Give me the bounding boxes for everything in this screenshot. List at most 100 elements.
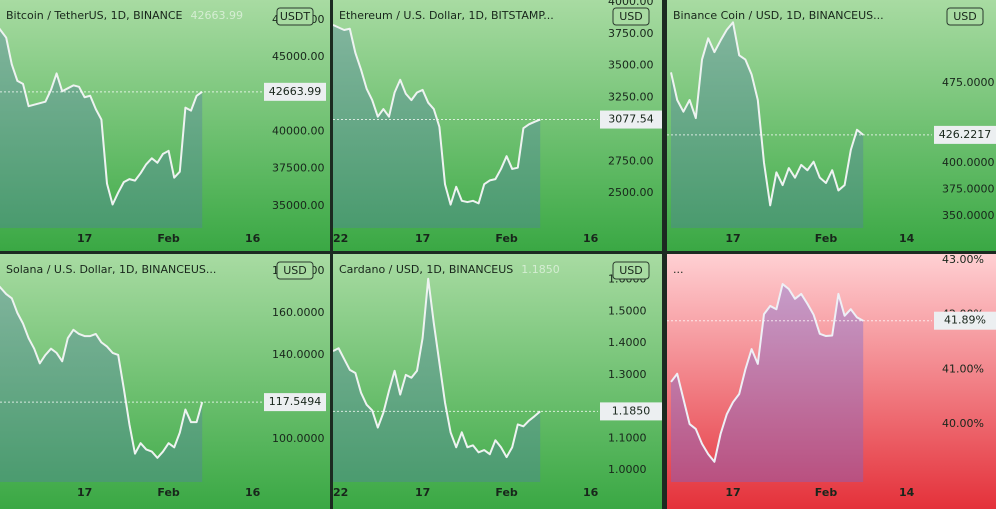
y-tick-label: 100.0000 (272, 432, 325, 445)
currency-label: USD (283, 264, 307, 277)
last-price-label: 1.1850 (612, 404, 651, 417)
area-fill (333, 278, 541, 482)
y-tick-label: 1.0000 (608, 463, 647, 476)
y-tick-label: 4000.00 (608, 0, 654, 8)
y-tick-label: 35000.00 (272, 199, 325, 212)
last-price-box (600, 402, 662, 421)
x-tick-label: 16 (583, 486, 599, 499)
x-tick-label: 14 (899, 232, 915, 245)
price-line (670, 283, 864, 463)
x-tick-label: 17 (725, 232, 740, 245)
y-tick-label: 375.0000 (942, 182, 995, 195)
y-tick-label: 40.00% (942, 417, 984, 430)
area-fill (671, 22, 864, 228)
panel-background (0, 254, 330, 509)
x-tick-label: Feb (815, 232, 838, 245)
panel-background (333, 254, 662, 509)
x-tick-label: 17 (415, 486, 430, 499)
y-tick-label: 475.0000 (942, 76, 995, 89)
y-tick-label: 43.00% (942, 253, 984, 266)
panel-background (667, 254, 996, 509)
price-line (0, 27, 203, 206)
panel-background (0, 0, 330, 251)
currency-label: USD (619, 264, 643, 277)
price-line (333, 277, 541, 459)
last-price-label: 42663.99 (269, 85, 322, 98)
y-tick-label: 1.1000 (608, 431, 647, 444)
area-fill (333, 24, 541, 228)
y-tick-label: 3750.00 (608, 27, 654, 40)
currency-box (612, 7, 650, 26)
chart-panel: 43.00%42.00%41.00%40.00%41.89%17Feb14... (667, 253, 996, 509)
y-tick-label: 45000.00 (272, 50, 325, 63)
x-tick-label: 17 (415, 232, 430, 245)
price-line (333, 24, 541, 206)
currency-label: USD (619, 10, 643, 23)
chart-title: ... (673, 263, 684, 276)
chart-title: Ethereum / U.S. Dollar, 1D, BITSTAMP... (339, 9, 554, 22)
x-tick-label: 17 (77, 232, 92, 245)
y-tick-label: 1.3000 (608, 368, 647, 381)
legend-value: 42663.99 (191, 9, 244, 22)
y-tick-label: 41.00% (942, 362, 984, 375)
x-tick-label: 2022 (318, 232, 349, 245)
currency-label: USDT (280, 10, 311, 23)
currency-box (612, 261, 650, 280)
chart-panel: 47500.0045000.0040000.0037500.0035000.00… (0, 0, 330, 251)
currency-label: USD (953, 10, 977, 23)
y-tick-label: 2750.00 (608, 154, 654, 167)
chart-title: Bitcoin / TetherUS, 1D, BINANCE (6, 9, 183, 22)
x-tick-label: 16 (245, 232, 261, 245)
chart-panel: 180.0000160.0000140.0000100.0000117.5494… (0, 254, 330, 509)
chart-panel: 475.0000 400.0000 375.0000 350.0000 426.2217… (667, 0, 996, 251)
chart-title: Solana / U.S. Dollar, 1D, BINANCEUS... (6, 263, 216, 276)
currency-box (946, 7, 984, 26)
y-tick-label: 40000.00 (272, 124, 325, 137)
area-fill (671, 284, 864, 482)
legend-value: 1.1850 (521, 263, 560, 276)
y-tick-label: 1.4000 (608, 336, 647, 349)
area-fill (0, 287, 203, 482)
x-tick-label: Feb (815, 486, 838, 499)
panel-background (667, 0, 996, 251)
currency-box (276, 7, 314, 26)
x-tick-label: Feb (495, 486, 518, 499)
y-tick-label: 37500.00 (272, 162, 325, 175)
y-tick-label: 350.0000 (942, 209, 995, 222)
last-price-box (600, 110, 662, 129)
chart-title: Cardano / USD, 1D, BINANCEUS (339, 263, 513, 276)
x-tick-label: 17 (725, 486, 740, 499)
y-tick-label: 400.0000 (942, 156, 995, 169)
last-price-label: 117.5494 (269, 395, 322, 408)
last-price-label: 41.89% (944, 314, 986, 327)
last-price-label: 3077.54 (608, 113, 654, 126)
chart-panel: 4000.00 3750.00 3500.00 3250.00 2750.00 2500.… (318, 0, 662, 251)
x-tick-label: 14 (899, 486, 915, 499)
x-tick-label: Feb (157, 486, 180, 499)
x-tick-label: Feb (495, 232, 518, 245)
y-tick-label: 3500.00 (608, 59, 654, 72)
y-tick-label: 160.0000 (272, 306, 325, 319)
currency-box (276, 261, 314, 280)
chart-title: Binance Coin / USD, 1D, BINANCEUS... (673, 9, 884, 22)
x-tick-label: Feb (157, 232, 180, 245)
y-tick-label: 2500.00 (608, 186, 654, 199)
chart-panel: 1.60001.50001.40001.30001.10001.00001.18… (318, 254, 662, 509)
x-tick-label: 16 (245, 486, 261, 499)
last-price-label: 426.2217 (939, 128, 992, 141)
last-price-box (264, 82, 326, 101)
area-fill (0, 29, 203, 228)
y-tick-label: 1.5000 (608, 304, 647, 317)
price-line (0, 285, 204, 459)
last-price-box (934, 125, 996, 144)
price-line (670, 21, 864, 207)
x-tick-label: 17 (77, 486, 92, 499)
y-tick-label: 3250.00 (608, 91, 654, 104)
x-tick-label: 2022 (318, 486, 349, 499)
x-tick-label: 16 (583, 232, 599, 245)
y-tick-label: 140.0000 (272, 348, 325, 361)
last-price-box (934, 311, 996, 330)
last-price-box (264, 393, 326, 412)
